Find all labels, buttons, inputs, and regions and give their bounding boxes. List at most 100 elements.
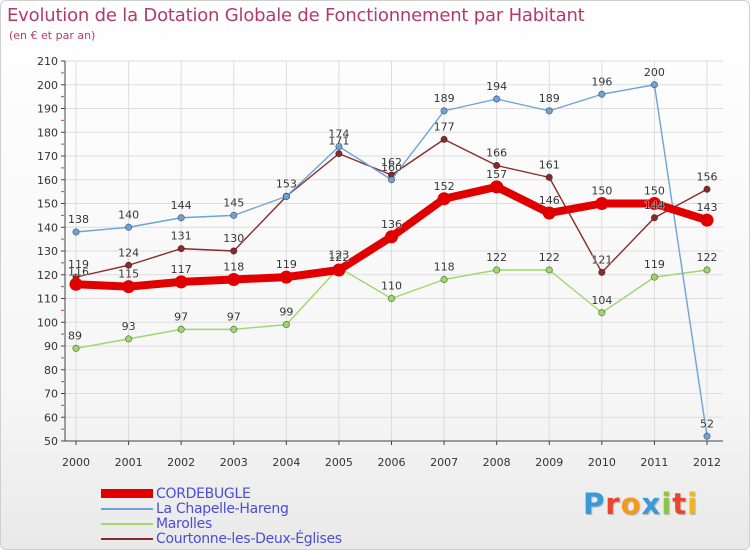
data-point-courtonne-les-deux-eglises [440,135,448,143]
data-label-cordebugle: 146 [539,194,560,207]
data-point-marolles [440,275,448,284]
y-tick-label: 160 [37,174,58,187]
logo-letter: i [661,487,673,521]
y-tick-label: 80 [44,364,58,377]
y-tick-label: 200 [37,79,58,92]
data-label-courtonne-les-deux-eglises: 171 [328,135,349,148]
legend-swatch [101,522,153,525]
y-tick-label: 90 [44,340,58,353]
data-point-courtonne-les-deux-eglises [545,173,553,181]
data-point-courtonne-les-deux-eglises [124,261,133,269]
data-label-marolles: 122 [486,251,507,264]
data-point-marolles [282,321,290,329]
data-label-la-chapelle-hareng: 174 [328,128,349,141]
data-label-la-chapelle-hareng: 52 [700,417,714,430]
legend-swatch [101,537,153,540]
data-point-courtonne-les-deux-eglises [493,161,501,170]
logo-letter: P [583,487,606,521]
y-tick-label: 120 [37,269,58,282]
data-point-la-chapelle-hareng [440,107,448,115]
data-label-marolles: 110 [381,280,402,293]
data-point-cordebugle [700,213,714,227]
data-label-marolles: 122 [539,251,560,264]
data-point-marolles [493,266,501,274]
legend-label: La Chapelle-Hareng [156,500,289,517]
data-point-cordebugle [437,192,451,206]
data-point-cordebugle [69,277,83,291]
data-label-cordebugle: 118 [223,261,244,274]
data-point-cordebugle [542,206,556,220]
y-tick-label: 110 [37,293,58,306]
data-point-cordebugle [595,197,609,210]
grid-lines [65,60,723,442]
axes: 50 60 70 80 90 100 110 120 130 140 150 160 170 180 190… [37,55,723,469]
data-label-marolles: 89 [68,329,82,342]
chart-title: Evolution de la Dotation Globale de Fonc… [7,5,585,26]
data-point-la-chapelle-hareng [387,176,396,184]
data-point-la-chapelle-hareng [650,81,659,89]
data-label-courtonne-les-deux-eglises: 153 [276,177,297,190]
logo-letter: i [687,487,699,521]
y-tick-label: 60 [44,411,58,424]
data-point-courtonne-les-deux-eglises [598,268,606,276]
data-label-la-chapelle-hareng: 200 [644,66,665,79]
y-tick-label: 50 [44,435,58,448]
data-label-marolles: 93 [122,320,136,333]
data-label-cordebugle: 117 [171,263,192,276]
data-label-cordebugle: 150 [591,185,612,198]
data-point-cordebugle [227,273,241,286]
data-label-courtonne-les-deux-eglises: 161 [539,158,560,171]
data-label-courtonne-les-deux-eglises: 144 [644,199,665,212]
data-label-courtonne-les-deux-eglises: 131 [171,230,192,243]
x-tick-label: 2010 [588,456,616,469]
data-label-cordebugle: 122 [328,251,349,264]
y-tick-label: 130 [37,245,58,258]
data-label-la-chapelle-hareng: 138 [68,213,89,226]
data-point-courtonne-les-deux-eglises [335,150,343,158]
data-point-la-chapelle-hareng [493,95,501,103]
x-tick-label: 2011 [640,456,668,469]
data-label-la-chapelle-hareng: 144 [171,199,192,212]
data-label-cordebugle: 136 [381,218,402,231]
x-tick-label: 2003 [220,456,248,469]
data-point-courtonne-les-deux-eglises [230,247,238,255]
data-label-la-chapelle-hareng: 189 [434,92,455,105]
data-label-marolles: 122 [697,251,718,264]
legend-label: Courtonne-les-Deux-Églises [156,530,342,547]
legend-label: Marolles [156,515,212,532]
logo-letter: o [620,487,642,521]
data-point-courtonne-les-deux-eglises [650,214,659,222]
data-point-cordebugle [122,280,136,294]
data-label-courtonne-les-deux-eglises: 156 [697,170,718,183]
data-point-marolles [650,273,659,281]
data-label-courtonne-les-deux-eglises: 130 [223,232,244,245]
legend-label: CORDEBUGLE [156,485,251,502]
data-point-la-chapelle-hareng [124,223,133,231]
data-point-la-chapelle-hareng [177,214,185,222]
legend-item-la-chapelle-hareng: La Chapelle-Hareng [101,500,289,517]
x-tick-label: 2006 [378,456,406,469]
data-label-la-chapelle-hareng: 140 [118,208,139,221]
data-label-cordebugle: 150 [644,185,665,198]
y-tick-label: 210 [37,55,58,68]
x-tick-label: 2012 [693,456,721,469]
data-label-cordebugle: 116 [68,265,89,278]
data-label-cordebugle: 157 [486,168,507,181]
data-label-cordebugle: 152 [434,180,455,193]
data-label-cordebugle: 115 [118,268,139,281]
proxiti-logo: Proxiti [583,487,698,521]
data-point-cordebugle [490,180,504,194]
x-tick-label: 2007 [430,456,458,469]
legend-swatch [101,507,153,510]
data-label-courtonne-les-deux-eglises: 124 [118,246,139,259]
chart-subtitle: (en € et par an) [9,29,96,42]
data-label-marolles: 123 [328,249,349,262]
data-label-la-chapelle-hareng: 145 [223,196,244,209]
data-point-marolles [72,344,80,352]
data-label-marolles: 97 [227,310,241,323]
data-point-marolles [545,266,553,274]
data-label-courtonne-les-deux-eglises: 177 [434,120,455,133]
data-point-cordebugle [385,230,398,244]
series-layer [69,81,714,440]
